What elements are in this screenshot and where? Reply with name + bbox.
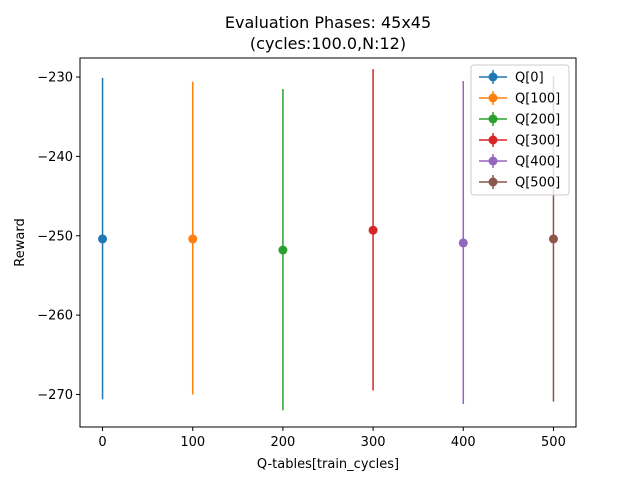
legend-marker — [488, 93, 498, 103]
x-tick-label: 300 — [361, 435, 386, 450]
legend-label: Q[200] — [515, 113, 560, 128]
chart-subtitle: (cycles:100.0,N:12) — [250, 34, 406, 53]
legend-marker — [488, 177, 498, 187]
legend: Q[0] Q[100] Q[200] Q[300] Q[400] Q[500] — [470, 64, 570, 196]
data-point — [98, 234, 108, 244]
x-axis-label: Q-tables[train_cycles] — [257, 457, 399, 472]
legend-marker — [488, 156, 498, 166]
x-tick-label: 500 — [541, 435, 566, 450]
chart-title-group: Evaluation Phases: 45x45 (cycles:100.0,N… — [225, 13, 431, 53]
y-tick-label: −270 — [37, 388, 73, 403]
x-tick-label: 200 — [270, 435, 295, 450]
legend-label: Q[300] — [515, 134, 560, 149]
y-axis-label: Reward — [13, 218, 28, 266]
x-tick-label: 100 — [180, 435, 205, 450]
legend-marker — [488, 135, 498, 145]
legend-marker — [488, 72, 498, 82]
y-tick-label: −250 — [37, 229, 73, 244]
data-point — [188, 234, 198, 244]
y-tick-label: −240 — [37, 150, 73, 165]
axis-layer: 0 100 200 300 400 500 −270 −260 −250 −240 −230 — [37, 71, 566, 450]
y-tick-label: −260 — [37, 309, 73, 324]
x-tick-label: 0 — [98, 435, 106, 450]
data-point — [548, 234, 558, 244]
plot-frame — [79, 57, 577, 428]
legend-label: Q[100] — [515, 92, 560, 107]
data-point — [368, 225, 378, 235]
data-point — [458, 238, 468, 248]
y-tick-label: −230 — [37, 71, 73, 86]
legend-marker — [488, 114, 498, 124]
legend-label: Q[400] — [515, 155, 560, 170]
legend-label: Q[0] — [515, 71, 544, 86]
legend-label: Q[500] — [515, 176, 560, 191]
data-point — [278, 245, 288, 255]
chart-title: Evaluation Phases: 45x45 — [225, 13, 431, 32]
x-tick-label: 400 — [451, 435, 476, 450]
